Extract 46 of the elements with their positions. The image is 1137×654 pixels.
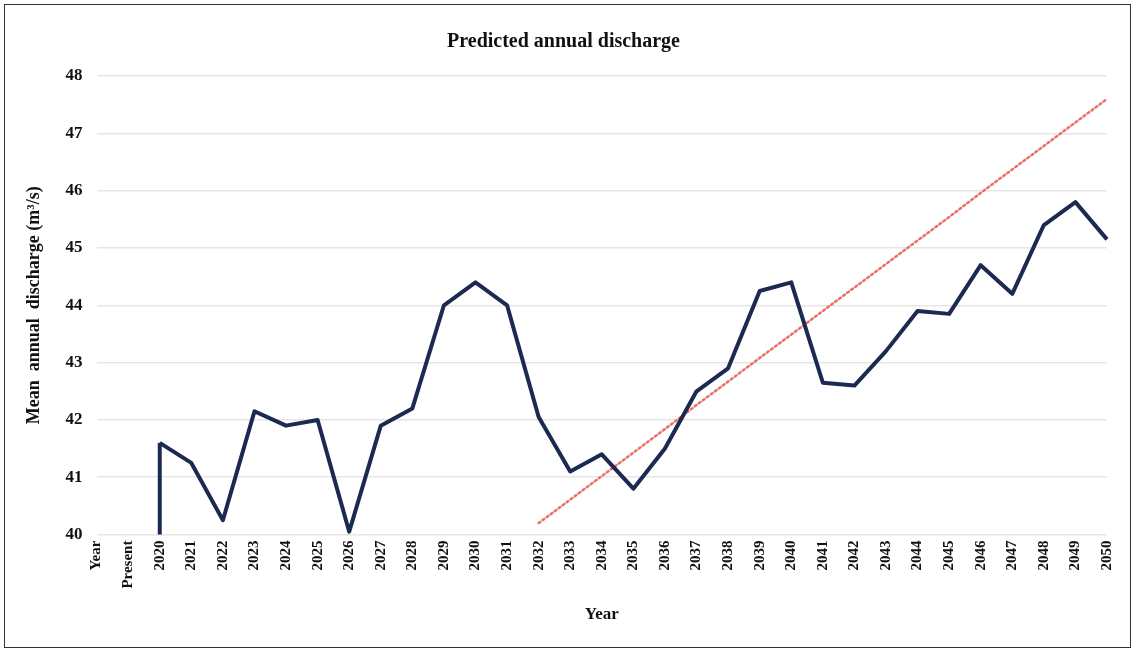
x-tick-label: 2036 [655, 540, 672, 571]
x-tick-label: Present [119, 540, 136, 589]
y-tick-label: 46 [65, 180, 83, 200]
y-tick-label: 48 [65, 65, 83, 85]
x-tick-label: 2032 [529, 540, 546, 571]
x-tick-label: 2031 [497, 540, 514, 571]
y-tick-label: 42 [65, 409, 83, 429]
y-tick-label: 43 [65, 351, 83, 371]
x-tick-label: 2020 [150, 540, 167, 571]
x-tick-label: 2030 [466, 540, 483, 571]
x-tick-label: 2042 [845, 540, 862, 571]
x-tick-label: 2040 [782, 540, 799, 571]
x-tick-label: 2037 [687, 540, 704, 571]
y-tick-label: 47 [65, 122, 84, 142]
x-tick-label: 2039 [750, 540, 767, 571]
x-tick-label: 2027 [371, 540, 388, 571]
x-tick-label: 2021 [182, 540, 199, 571]
y-tick-label: 40 [65, 523, 83, 543]
y-tick-label: 44 [65, 294, 84, 314]
x-tick-label: 2049 [1066, 540, 1083, 571]
x-tick-label: 2038 [718, 540, 735, 571]
chart-title: Predicted annual discharge [447, 29, 681, 53]
x-tick-label: 2028 [403, 540, 420, 571]
y-tick-label: 41 [65, 466, 83, 486]
x-tick-label: 2044 [908, 540, 925, 571]
x-tick-label: 2050 [1097, 540, 1114, 571]
x-tick-label: 2035 [624, 540, 641, 571]
x-tick-label: 2034 [592, 540, 609, 571]
x-tick-label: 2023 [245, 540, 262, 571]
x-tick-label: 2041 [813, 540, 830, 571]
x-tick-label: 2033 [561, 540, 578, 571]
x-tick-label: 2029 [434, 540, 451, 571]
x-tick-label: 2048 [1034, 540, 1051, 571]
y-axis-title: Mean annual discharge (m³/s) [23, 186, 45, 425]
x-tick-label: 2043 [876, 540, 893, 571]
x-tick-label: 2025 [308, 540, 325, 571]
x-tick-label: 2024 [276, 540, 293, 571]
x-tick-label: 2047 [1003, 540, 1020, 571]
x-tick-label: 2045 [940, 540, 956, 571]
line-series [537, 97, 1109, 525]
y-tick-label: 45 [65, 237, 83, 257]
x-tick-label: 2022 [213, 540, 230, 571]
x-tick-label: 2026 [340, 540, 357, 571]
x-tick-label: 2046 [971, 540, 988, 571]
x-axis-title: Year [584, 604, 620, 624]
x-tick-label: Year [87, 540, 104, 571]
